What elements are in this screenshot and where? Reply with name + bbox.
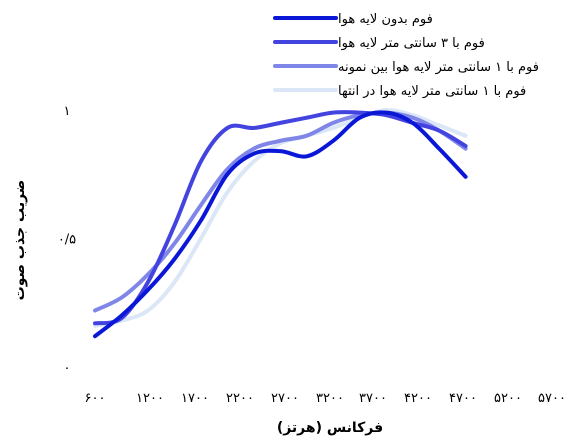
x-tick-label: ۱۲۰۰ bbox=[136, 391, 164, 406]
legend: فوم بدون لایه هوا فوم با ۳ سانتی متر لایه… bbox=[273, 12, 539, 99]
x-axis-ticks: ۶۰۰ ۱۲۰۰ ۱۷۰۰ ۲۲۰۰ ۲۷۰۰ ۳۲۰۰ ۳۷۰۰ ۴۲۰۰ ۴۷۰۰ ۵۲۰۰ ۵… bbox=[85, 391, 566, 406]
legend-label-2: فوم با ۳ سانتی متر لایه هوا bbox=[338, 36, 485, 51]
x-tick-label: ۵۲۰۰ bbox=[494, 391, 522, 406]
legend-label-3: فوم با ۱ سانتی متر لایه هوا بین نمونه bbox=[338, 60, 539, 75]
x-tick-label: ۴۲۰۰ bbox=[404, 391, 432, 406]
x-tick-label: ۵۷۰۰ bbox=[538, 391, 566, 406]
plot-lines bbox=[93, 107, 468, 339]
legend-label-4: فوم با ۱ سانتی متر لایه هوا در انتها bbox=[338, 84, 526, 99]
x-tick-label: ۲۷۰۰ bbox=[271, 391, 299, 406]
x-tick-label: ۳۷۰۰ bbox=[359, 391, 387, 406]
legend-label-1: فوم بدون لایه هوا bbox=[338, 12, 433, 27]
series-line-1 bbox=[93, 110, 468, 339]
x-axis-title: فرکانس (هرتز) bbox=[277, 420, 383, 436]
y-axis-ticks: ۰ ۰/۵ ۱ bbox=[58, 104, 76, 376]
y-tick-label: ۱ bbox=[64, 104, 71, 119]
series-line-2 bbox=[93, 110, 468, 326]
y-tick-label: ۰ bbox=[64, 361, 71, 376]
x-tick-label: ۱۷۰۰ bbox=[181, 391, 209, 406]
y-axis-title: ضریب جذب صوت bbox=[12, 180, 28, 301]
x-tick-label: ۶۰۰ bbox=[85, 391, 106, 406]
series-line-4 bbox=[93, 107, 468, 328]
x-tick-label: ۳۲۰۰ bbox=[316, 391, 344, 406]
y-tick-label: ۰/۵ bbox=[58, 233, 76, 248]
x-tick-label: ۲۲۰۰ bbox=[226, 391, 254, 406]
x-tick-label: ۴۷۰۰ bbox=[449, 391, 477, 406]
